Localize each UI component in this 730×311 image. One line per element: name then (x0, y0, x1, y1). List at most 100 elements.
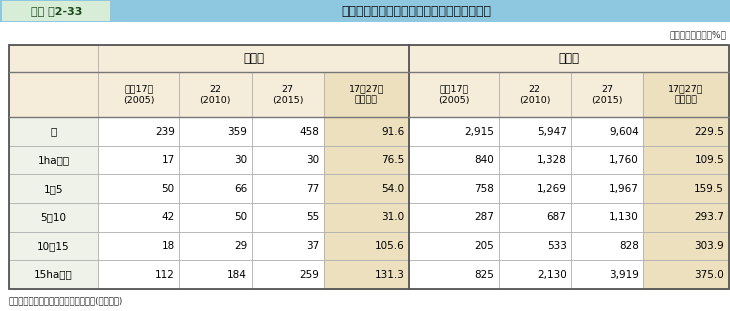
Text: 5,947: 5,947 (537, 127, 566, 137)
Bar (571, 260, 643, 289)
Bar (252, 203, 324, 232)
Bar (99, 260, 179, 289)
Bar (499, 174, 571, 203)
Text: 50: 50 (234, 212, 247, 222)
Bar (409, 146, 499, 174)
Text: （単位：経営体、%）: （単位：経営体、%） (669, 30, 726, 39)
Text: 北海道: 北海道 (243, 52, 264, 65)
Text: 1,130: 1,130 (610, 212, 639, 222)
Text: 359: 359 (227, 127, 247, 137)
Bar (643, 174, 729, 203)
Text: 42: 42 (161, 212, 174, 222)
Bar (252, 260, 324, 289)
Text: 22
(2010): 22 (2010) (519, 85, 550, 105)
Bar (9, 45, 99, 72)
Bar (99, 45, 409, 72)
Bar (9, 232, 99, 260)
Bar (252, 146, 324, 174)
Bar (499, 232, 571, 260)
Bar (179, 232, 252, 260)
Text: 131.3: 131.3 (375, 270, 404, 280)
Text: 76.5: 76.5 (382, 155, 404, 165)
Bar (643, 72, 729, 117)
Text: 54.0: 54.0 (382, 184, 404, 194)
Text: 293.7: 293.7 (694, 212, 724, 222)
Bar (179, 117, 252, 146)
Bar (324, 260, 409, 289)
Text: 229.5: 229.5 (694, 127, 724, 137)
Text: 30: 30 (307, 155, 320, 165)
Bar (571, 232, 643, 260)
Bar (9, 146, 99, 174)
Bar (252, 232, 324, 260)
Text: 239: 239 (155, 127, 174, 137)
Text: 758: 758 (474, 184, 494, 194)
Bar (252, 72, 324, 117)
Bar (9, 117, 99, 146)
Text: 55: 55 (307, 212, 320, 222)
Bar (99, 72, 179, 117)
Bar (324, 174, 409, 203)
Bar (324, 232, 409, 260)
Text: 1,269: 1,269 (537, 184, 566, 194)
Bar (571, 174, 643, 203)
Bar (324, 117, 409, 146)
Bar (499, 203, 571, 232)
Text: 2,915: 2,915 (464, 127, 494, 137)
Text: 112: 112 (155, 270, 174, 280)
Text: 840: 840 (474, 155, 494, 165)
Text: 計: 計 (50, 127, 57, 137)
Text: 105.6: 105.6 (375, 241, 404, 251)
Bar (409, 260, 499, 289)
Bar (99, 203, 179, 232)
Bar (99, 174, 179, 203)
Text: 109.5: 109.5 (694, 155, 724, 165)
Text: 159.5: 159.5 (694, 184, 724, 194)
Text: 5～10: 5～10 (40, 212, 66, 222)
Text: 184: 184 (227, 270, 247, 280)
Text: 303.9: 303.9 (694, 241, 724, 251)
Bar (409, 174, 499, 203)
Bar (409, 72, 499, 117)
Bar (643, 260, 729, 289)
Text: 17－27年
の増減率: 17－27年 の増減率 (349, 85, 384, 105)
Bar (499, 72, 571, 117)
Bar (252, 117, 324, 146)
Bar (179, 146, 252, 174)
Bar (409, 232, 499, 260)
Text: 17: 17 (161, 155, 174, 165)
Text: 18: 18 (161, 241, 174, 251)
Text: 828: 828 (619, 241, 639, 251)
Bar (499, 146, 571, 174)
Bar (179, 174, 252, 203)
Text: 1,760: 1,760 (610, 155, 639, 165)
Bar (9, 45, 729, 289)
Text: 50: 50 (161, 184, 174, 194)
Bar (571, 117, 643, 146)
Bar (409, 117, 499, 146)
Text: 259: 259 (300, 270, 320, 280)
Text: 22
(2010): 22 (2010) (199, 85, 231, 105)
Bar (324, 72, 409, 117)
Text: 1ha未満: 1ha未満 (37, 155, 69, 165)
Text: 1～5: 1～5 (44, 184, 64, 194)
Text: 31.0: 31.0 (382, 212, 404, 222)
Bar (409, 203, 499, 232)
Bar (571, 146, 643, 174)
Text: 27
(2015): 27 (2015) (591, 85, 623, 105)
Text: 1,328: 1,328 (537, 155, 566, 165)
Text: 77: 77 (307, 184, 320, 194)
Text: 825: 825 (474, 270, 494, 280)
Bar (643, 203, 729, 232)
Bar (252, 174, 324, 203)
Text: 91.6: 91.6 (382, 127, 404, 137)
Bar (9, 72, 99, 117)
Bar (409, 45, 729, 72)
Text: 経営耕地面積規模別の水田作の法人経営体数: 経営耕地面積規模別の水田作の法人経営体数 (341, 5, 491, 18)
Text: 375.0: 375.0 (694, 270, 724, 280)
Text: 533: 533 (547, 241, 566, 251)
Text: 66: 66 (234, 184, 247, 194)
Text: 3,919: 3,919 (609, 270, 639, 280)
Bar (179, 260, 252, 289)
Bar (571, 72, 643, 117)
